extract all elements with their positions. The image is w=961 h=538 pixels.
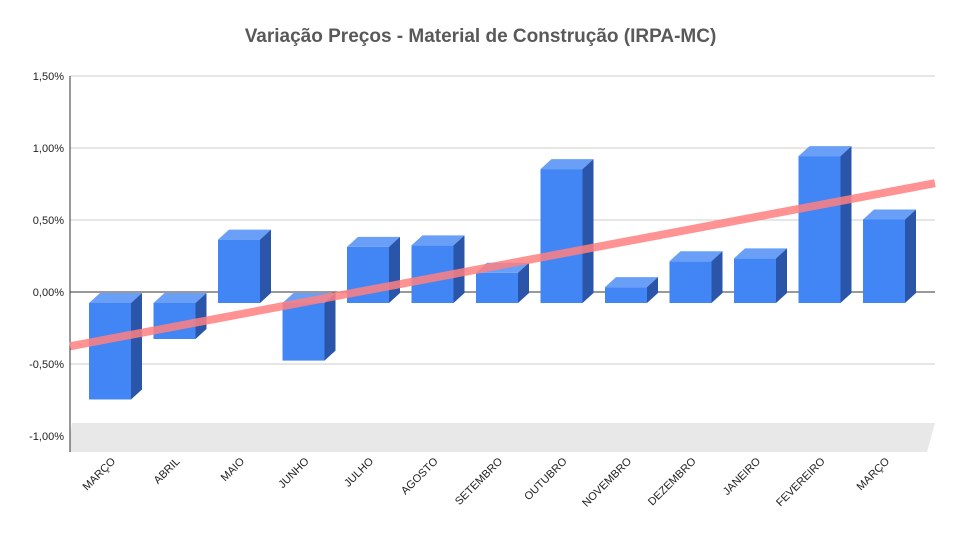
x-tick-label: MAIO <box>219 455 248 484</box>
x-tick-label: SETEMBRO <box>453 455 505 507</box>
x-tick-label: JULHO <box>342 455 376 489</box>
x-tick-label: DEZEMBRO <box>646 455 699 508</box>
x-tick-label: ABRIL <box>152 456 183 487</box>
bar <box>605 277 658 303</box>
x-tick-label: FEVEREIRO <box>774 455 828 509</box>
y-tick-label: 1,50% <box>33 71 64 83</box>
bar <box>218 229 271 303</box>
x-tick-label: OUTUBRO <box>522 455 570 503</box>
bar <box>411 235 465 303</box>
y-tick-label: 0,00% <box>33 287 64 299</box>
bar <box>89 293 142 400</box>
bar <box>734 248 787 303</box>
bar <box>540 159 594 303</box>
x-tick-label: MARÇO <box>855 455 893 493</box>
x-tick-label: NOVEMBRO <box>580 455 634 509</box>
y-tick-label: -1,00% <box>29 431 64 443</box>
y-tick-label: 0,50% <box>33 215 64 227</box>
trendline <box>69 179 936 351</box>
x-tick-label: JUNHO <box>276 455 312 491</box>
chart-title: Variação Preços - Material de Construção… <box>244 26 717 47</box>
x-tick-label: AGOSTO <box>399 455 441 497</box>
bar <box>798 146 852 303</box>
x-tick-label: MARÇO <box>81 455 119 493</box>
x-tick-label: JANEIRO <box>721 455 764 498</box>
bar <box>669 251 723 303</box>
chart-floor <box>70 423 935 452</box>
y-tick-label: 1,00% <box>33 143 64 155</box>
bar <box>863 209 916 303</box>
y-tick-label: -0,50% <box>29 359 64 371</box>
